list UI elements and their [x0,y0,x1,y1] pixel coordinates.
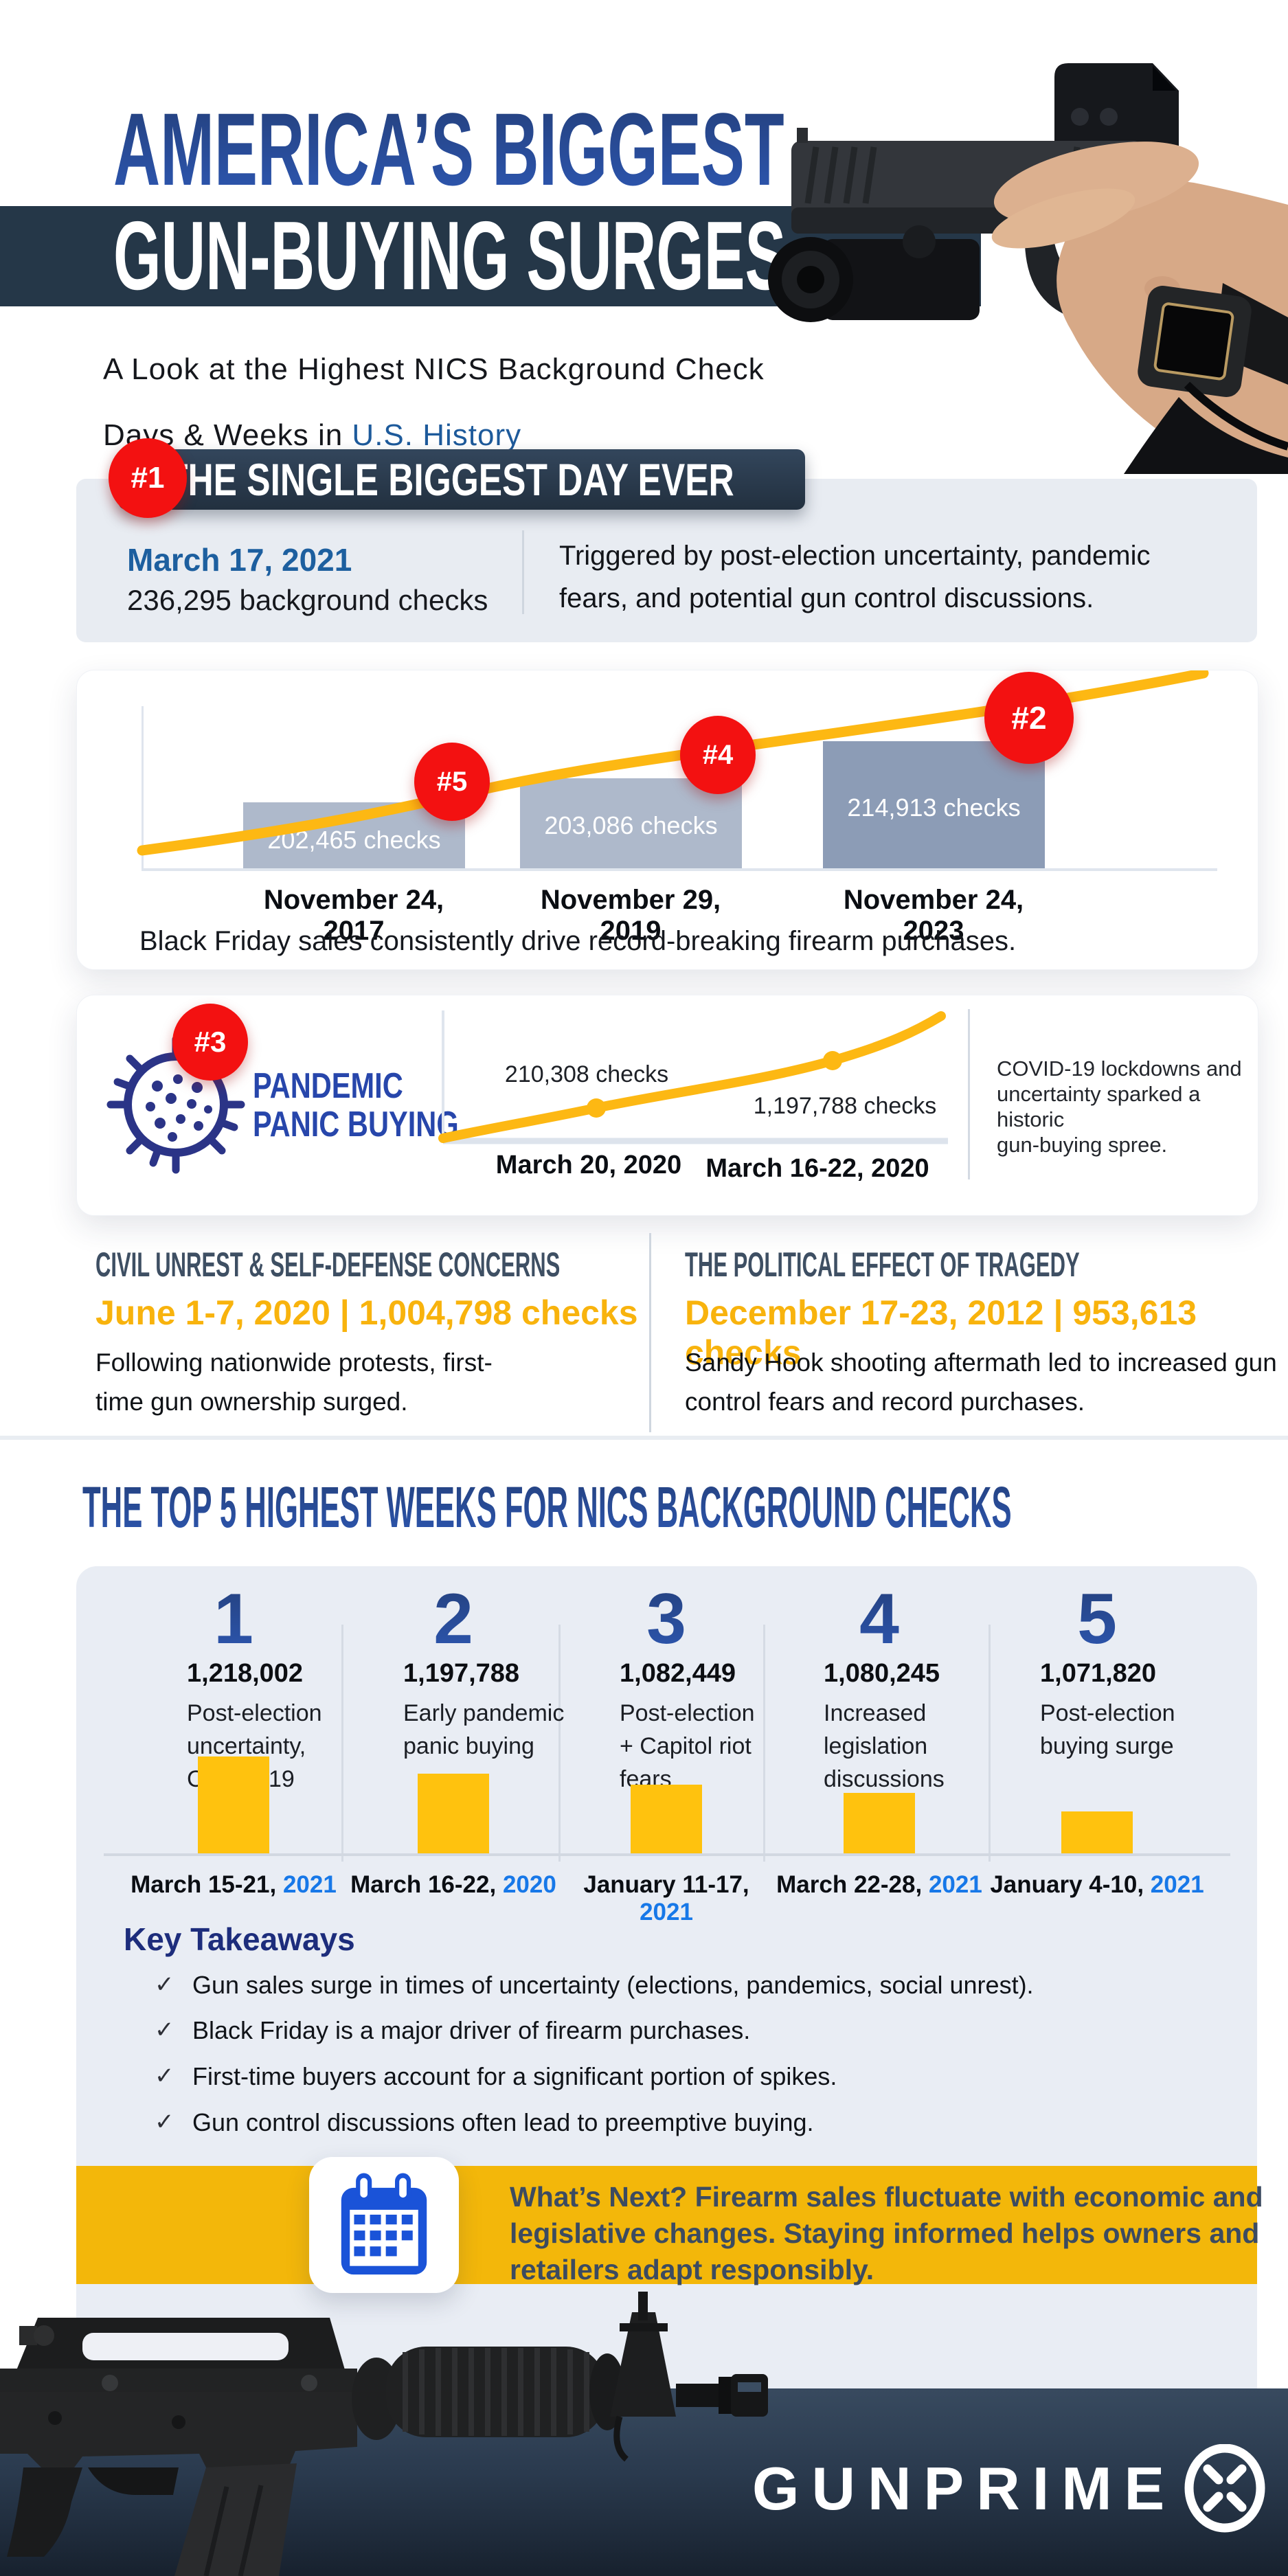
top5-value-5: 1,071,820 [1040,1659,1157,1688]
pandemic-title: PANDEMIC PANIC BUYING [253,1066,459,1144]
single-day-divider [522,530,524,614]
pandemic-point2-label: 1,197,788 checks [753,1093,937,1119]
top5-value-2: 1,197,788 [403,1659,520,1688]
y-axis [142,706,144,870]
top5-baseline [104,1853,1230,1856]
pandemic-divider [968,1009,970,1179]
event-left-title: CIVIL UNREST & SELF-DEFENSE CONCERNS [95,1245,561,1284]
pistol-in-hand-photo [768,63,1288,474]
top5-divider [558,1625,561,1862]
takeaway-item-4: Gun control discussions often lead to pr… [192,2108,814,2136]
top5-date-4: March 22-28, 2021 [776,1871,982,1898]
single-day-stat: 236,295 background checks [127,584,488,616]
takeaway-item-3: First-time buyers account for a signific… [192,2062,837,2090]
top5-bar-2 [418,1774,489,1853]
rank-badge-2: #2 [984,672,1074,764]
black-friday-caption: Black Friday sales consistently drive re… [139,926,1017,956]
black-friday-bar-2023: 214,913 checks [823,741,1045,868]
black-friday-bar-2019: 203,086 checks [520,778,742,868]
top5-bar-3 [631,1785,702,1853]
top5-value-1: 1,218,002 [187,1659,304,1688]
top5-date-5: January 4-10, 2021 [990,1871,1204,1898]
whats-next-text: What’s Next? Firearm sales fluctuate wit… [510,2181,1263,2285]
pandemic-xlabel2: March 16-22, 2020 [705,1154,929,1183]
brand-wordmark: GUNPRIME [752,2454,1177,2522]
crosshair-logo-icon [1184,2444,1265,2533]
pandemic-card: #3 PANDEMIC PANIC BUYING 210,308 checks … [76,995,1258,1216]
top5-date-3: January 11-17, 2021 [583,1871,749,1925]
top5-title: THE TOP 5 HIGHEST WEEKS FOR NICS BACKGRO… [82,1475,1012,1539]
top5-bar-4 [844,1793,915,1853]
x-axis [142,868,1217,871]
pandemic-point1-label: 210,308 checks [504,1061,669,1087]
rank-badge-5: #5 [414,743,490,821]
subtitle-highlight: U.S. History [352,418,522,452]
takeaway-item-2: Black Friday is a major driver of firear… [192,2016,751,2044]
event-right-description: Sandy Hook shooting aftermath led to inc… [685,1348,1277,1416]
rank-number-2: 2 [433,1579,473,1659]
calendar-icon [341,2173,427,2275]
black-friday-card: 202,465 checks 203,086 checks 214,913 ch… [76,670,1258,970]
page-title-line2: GUN-BUYING SURGES [113,201,787,310]
top5-value-4: 1,080,245 [824,1659,940,1688]
check-icon: ✓ [155,2063,174,2089]
top5-divider [988,1625,991,1862]
rank-number-5: 5 [1077,1579,1117,1659]
top5-desc-4: Increased legislation discussions [824,1700,945,1792]
takeaways-title: Key Takeaways [124,1921,355,1957]
rank-badge-3: #3 [172,1004,248,1081]
takeaway-item-1: Gun sales surge in times of uncertainty … [192,1971,1034,1999]
subtitle-line1: A Look at the Highest NICS Background Ch… [103,352,765,386]
check-icon: ✓ [155,2109,174,2135]
top5-divider [763,1625,765,1862]
rifle-photo [0,2292,768,2576]
rank-number-4: 4 [859,1579,899,1659]
events-divider [649,1233,651,1432]
bar-date-2023: November 24, 2023 [843,885,1024,946]
top5-desc-3: Post-election + Capitol riot fears [620,1700,755,1792]
single-day-description: Triggered by post-election uncertainty, … [559,541,1151,613]
whats-next-band [76,2166,1257,2284]
top5-bar-5 [1061,1811,1133,1853]
check-icon: ✓ [155,1971,174,1998]
event-right-stat: December 17-23, 2012 | 953,613 checks [685,1293,1197,1372]
bar-value-label: 203,086 checks [544,811,718,839]
rank-badge-1: #1 [109,438,187,518]
single-day-date: March 17, 2021 [127,542,352,578]
rank-badge-4: #4 [680,716,756,794]
top5-bar-1 [198,1756,269,1853]
top5-value-3: 1,082,449 [620,1659,736,1688]
event-left-description: Following nationwide protests, first- ti… [95,1348,493,1416]
check-icon: ✓ [155,2017,174,2043]
top5-desc-5: Post-election buying surge [1040,1700,1175,1759]
section-hairline [0,1436,1288,1440]
rank-number-1: 1 [214,1579,253,1659]
top5-desc-2: Early pandemic panic buying [403,1700,565,1759]
top5-divider [341,1625,343,1862]
page-title-line1: AMERICA’S BIGGEST [113,91,784,207]
rank-number-3: 3 [646,1579,686,1659]
single-day-title-bar: THE SINGLE BIGGEST DAY EVER [118,449,805,510]
pandemic-description: COVID-19 lockdowns and uncertainty spark… [997,1057,1242,1157]
top5-date-1: March 15-21, 2021 [131,1871,337,1898]
bar-date-2017: November 24, 2017 [263,885,444,946]
bar-date-2019: November 29, 2019 [540,885,721,946]
bar-value-label: 214,913 checks [847,793,1021,822]
event-right-title: THE POLITICAL EFFECT OF TRAGEDY [685,1245,1080,1284]
subtitle: A Look at the Highest NICS Background Ch… [103,337,765,468]
top5-date-2: March 16-22, 2020 [350,1871,556,1898]
virus-icon [106,1035,245,1174]
event-left-stat: June 1-7, 2020 | 1,004,798 checks [95,1293,638,1332]
pandemic-line-chart [438,1010,948,1144]
pandemic-xlabel1: March 20, 2020 [495,1151,682,1179]
